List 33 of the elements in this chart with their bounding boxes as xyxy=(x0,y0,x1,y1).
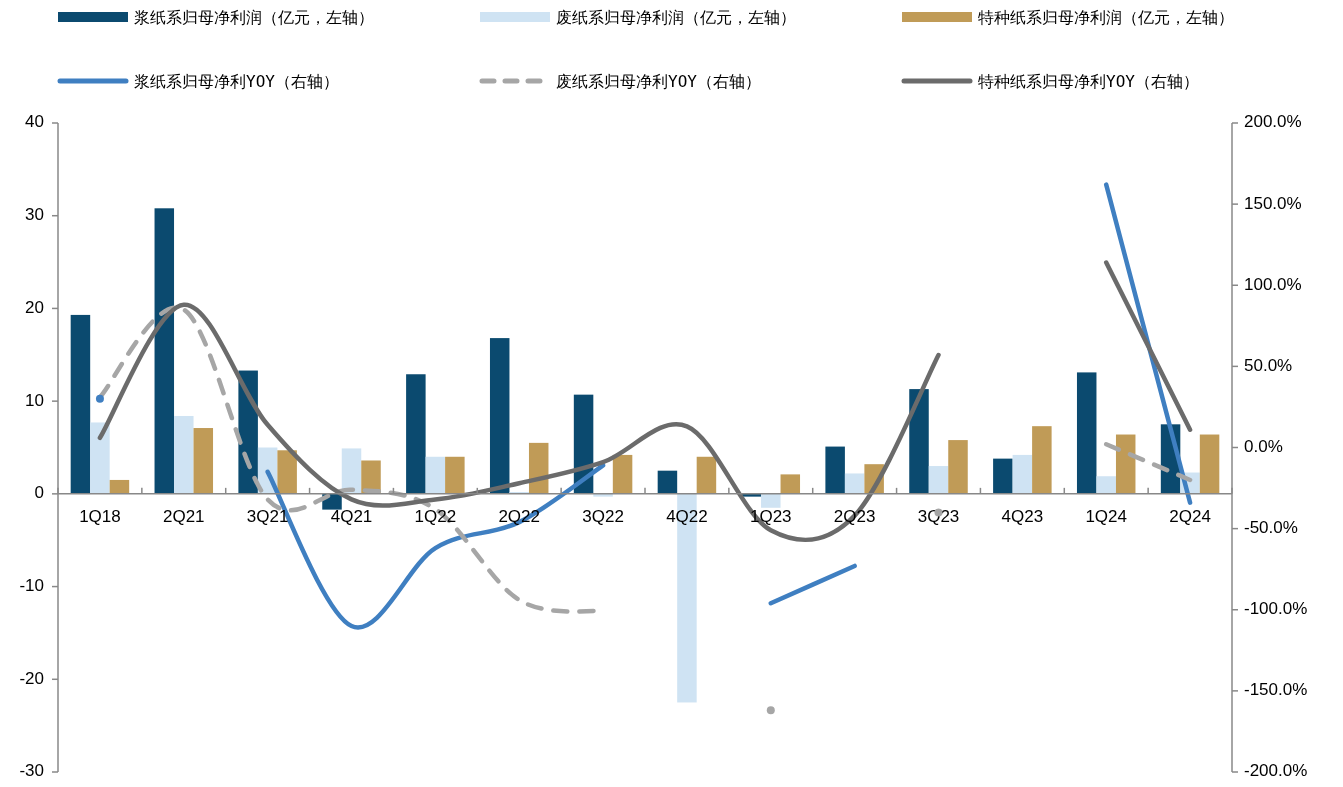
y2-tick-label: -100.0% xyxy=(1244,599,1308,619)
x-tick-label: 1Q18 xyxy=(79,507,121,527)
y-tick-label: -10 xyxy=(19,576,44,596)
y-tick-label: 0 xyxy=(34,483,44,503)
y2-tick-label: 200.0% xyxy=(1244,112,1302,132)
x-tick-label: 4Q22 xyxy=(666,507,708,527)
x-tick-label: 2Q21 xyxy=(162,507,205,527)
y-tick-label: -30 xyxy=(19,761,44,781)
legend-label: 特种纸系归母净利润（亿元，左轴） xyxy=(978,7,1234,27)
legend-label: 废纸系归母净利润（亿元，左轴） xyxy=(556,7,796,27)
y2-tick-label: 100.0% xyxy=(1244,274,1302,294)
x-tick-label: 4Q23 xyxy=(1001,507,1044,527)
legend-label: 浆纸系归母净利YOY（右轴） xyxy=(134,71,339,91)
legend-label: 废纸系归母净利YOY（右轴） xyxy=(556,71,761,91)
y-tick-label: 30 xyxy=(25,205,44,225)
x-tick-label: 1Q24 xyxy=(1085,507,1128,527)
y2-tick-label: 150.0% xyxy=(1244,193,1302,213)
y2-tick-label: 0.0% xyxy=(1244,436,1283,456)
x-tick-label: 3Q22 xyxy=(582,507,624,527)
legend-label: 特种纸系归母净利YOY（右轴） xyxy=(978,71,1199,91)
x-tick-label: 4Q21 xyxy=(330,507,373,527)
x-tick-label: 2Q24 xyxy=(1169,507,1211,527)
y-tick-label: 10 xyxy=(25,390,44,410)
y2-tick-label: -50.0% xyxy=(1244,518,1298,538)
y-tick-label: -20 xyxy=(19,668,44,688)
x-tick-label: 3Q21 xyxy=(246,507,289,527)
y2-tick-label: 50.0% xyxy=(1244,355,1293,375)
y2-tick-label: -200.0% xyxy=(1244,761,1308,781)
y-tick-label: 40 xyxy=(25,112,44,132)
y-tick-label: 20 xyxy=(25,297,44,317)
y2-tick-label: -150.0% xyxy=(1244,680,1308,700)
x-tick-label: 1Q22 xyxy=(414,507,457,527)
legend-label: 浆纸系归母净利润（亿元，左轴） xyxy=(134,7,374,27)
